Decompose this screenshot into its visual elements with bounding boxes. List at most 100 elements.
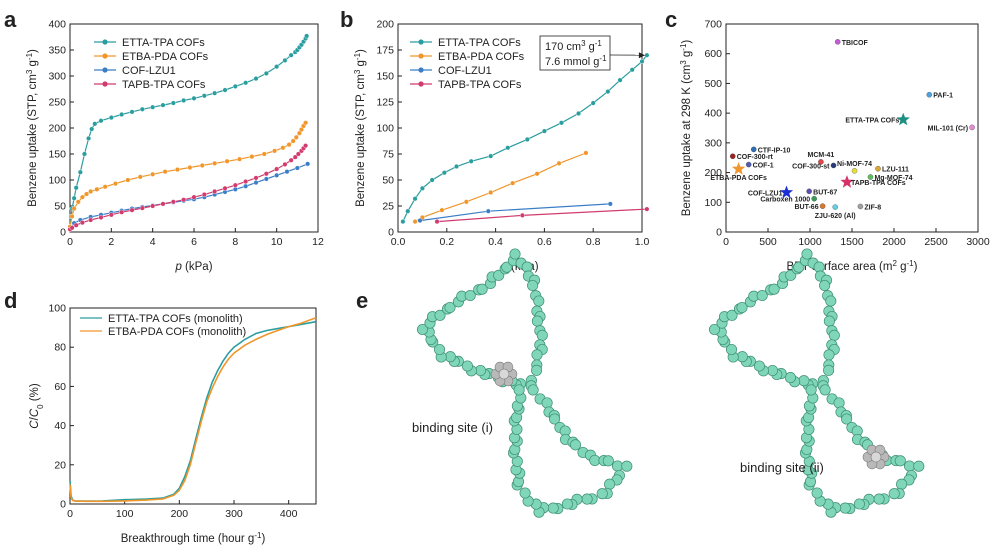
molecule-2-bead-105 [805,384,817,396]
a-series-0-point-19 [191,95,197,101]
c-point-label-19: ZIF-8 [864,204,881,211]
b-series-0-point-15 [605,89,611,95]
a-x-tick-label-3: 6 [191,236,197,248]
d-x-tick-label-4: 400 [280,508,298,520]
c-point-marker-5 [729,153,736,159]
a-series-0-point-9 [92,121,98,127]
a-y-tick-label-0: 0 [60,227,66,239]
c-x-tick-label-6: 3000 [966,236,990,248]
c-point-label-6: MCM-41 [807,152,834,159]
b-x-tick-label-3: 0.6 [537,236,552,248]
a-series-1-point-9 [112,181,118,187]
d-plot-frame [69,307,317,505]
molecule-2-bead-75 [896,478,908,490]
c-point-marker-12 [867,174,874,180]
b-series-0-point-3 [419,185,425,191]
a-series-1-point-23 [280,145,286,151]
a-series-1-point-14 [174,167,180,173]
molecule-2-bead-45 [823,315,835,327]
b-series-0-point-13 [576,110,582,116]
b-series-2-point-0 [417,218,423,224]
b-series-0-point-14 [590,100,596,106]
molecule-2-bead-28 [768,283,780,295]
molecule-1-bead-35 [509,248,521,260]
c-point-label-4: CTF-IP-10 [758,147,791,154]
molecule-1-bead-28 [476,283,488,295]
c-point-label-2: ETTA-TPA COFs [845,118,899,125]
a-y-tick-label-8: 400 [48,19,66,31]
molecule-2-bead-82 [853,498,865,510]
b-legend-marker-1 [418,53,424,59]
a-series-3-point-16 [212,188,218,194]
molecule-1-bead-47 [536,329,548,341]
b-legend-marker-2 [418,67,424,73]
b-series-1-point-3 [463,199,469,205]
c-point-marker-14 [806,188,812,195]
a-series-1-point-13 [162,169,168,175]
d-y-tick-label-3: 60 [54,381,66,393]
a-series-0-point-13 [129,109,135,115]
a-x-tick-label-0: 0 [67,236,73,248]
b-series-0-point-19 [644,52,650,58]
d-legend-label-0: ETTA-TPA COFs (monolith) [108,313,243,325]
a-x-tick-label-2: 4 [150,236,156,248]
a-series-2-point-21 [274,172,280,178]
a-series-2-point-19 [253,180,259,186]
c-point-label-0: TBICOF [842,40,869,47]
a-series-1-point-6 [88,188,94,194]
molecule-2-bead-40 [819,279,831,292]
b-y-tick-label-2: 50 [382,175,394,187]
c-point-marker-6 [818,159,824,165]
b-series-0-point-4 [429,177,435,183]
c-point-label-1: PAF-1 [933,93,953,100]
a-series-3-point-8 [129,207,135,213]
b-x-tick-label-0: 0.0 [391,236,406,248]
a-series-1-point-25 [290,138,296,144]
a-series-3-point-19 [243,179,249,185]
a-series-3-point-12 [170,199,176,205]
b-y-tick-label-6: 150 [376,71,394,83]
chart-c: 0 500 1000 1500 2000 2500 3000 0 100 200 300 400 500… [679,19,990,274]
molecule-2-bead-89 [811,487,823,499]
molecule-1-bead-70 [602,455,614,467]
a-series-3-point-26 [295,151,301,157]
c-point-label-11: ETBA-PDA COFs [710,175,767,182]
a-series-3-point-9 [139,205,145,211]
a-series-0-point-14 [139,106,145,112]
a-series-0-point-7 [86,135,92,141]
a-series-line-2 [69,163,308,230]
b-y-tick-label-7: 175 [376,45,394,57]
c-point-label-13: TAPB-TPA COFs [851,180,906,187]
b-series-0-point-11 [541,128,547,134]
a-series-1-point-11 [137,174,143,180]
molecule-2-bead-77 [888,488,900,500]
b-legend-marker-3 [418,81,424,87]
d-y-tick-label-1: 20 [54,459,66,471]
molecule-1-bead-77 [596,488,608,500]
b-series-2-point-1 [485,208,491,214]
b-legend-marker-0 [418,39,424,45]
molecule-2-bead-18 [708,323,721,336]
molecule-1-bead-45 [531,315,543,327]
a-series-line-1 [69,122,307,227]
b-legend-label-2: COF-LZU1 [438,65,492,77]
c-point-marker-8 [745,161,752,168]
b-series-1-point-2 [439,207,445,213]
a-series-0-point-36 [304,33,310,39]
a-series-1-point-21 [261,151,267,157]
b-series-0-point-9 [505,145,511,151]
a-y-axis-label: Benzene uptake (STP, cm3 g-1) [25,49,40,207]
c-y-tick-label-4: 400 [704,108,722,120]
a-y-tick-label-3: 150 [48,149,66,161]
molecule-1-bead-79 [581,493,593,505]
molecule-2-bead-60 [841,413,853,425]
b-series-3-point-2 [644,206,650,212]
c-point-marker-2 [896,112,910,126]
b-series-0-point-5 [441,170,447,176]
panel-letter-b: b [340,7,353,32]
a-series-0-point-18 [181,97,187,103]
molecule-2-bead-42 [825,295,837,307]
a-series-3-point-7 [119,209,125,215]
b-annotation-arrowhead [638,52,645,59]
